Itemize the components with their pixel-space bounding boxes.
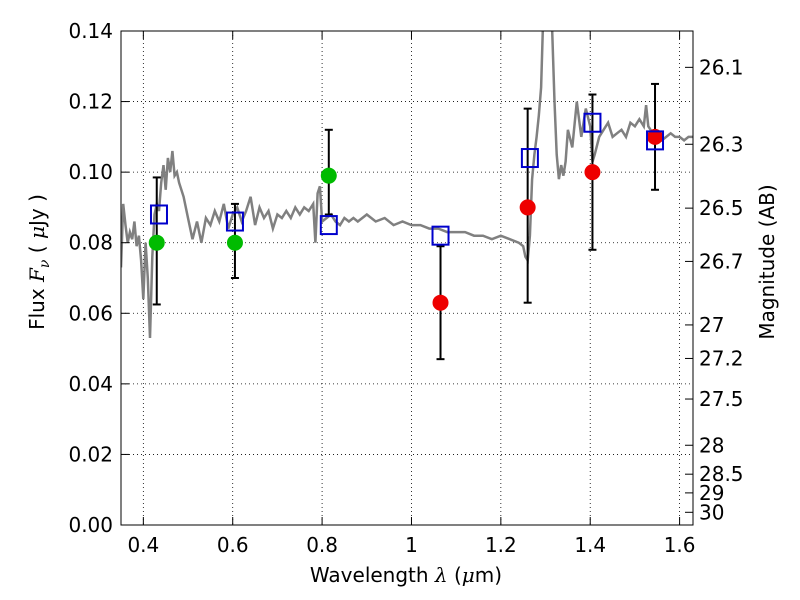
- x-tick-label: 1.2: [485, 533, 517, 557]
- red-data-point: [519, 199, 536, 216]
- y2-tick-label: 26.5: [699, 196, 744, 220]
- y2-tick-label: 26.1: [699, 55, 744, 79]
- x-tick-label: 0.8: [306, 533, 338, 557]
- y2-tick-label: 28: [699, 433, 724, 457]
- model-square-marker: [520, 148, 539, 169]
- y2-tick-label: 26.3: [699, 132, 744, 156]
- x-axis-label: Wavelength λ (μm): [310, 563, 502, 587]
- x-tick-label: 0.6: [217, 533, 249, 557]
- y2-tick-label: 27: [699, 313, 724, 337]
- model-square-marker: [319, 215, 338, 236]
- green-data-point: [226, 234, 243, 251]
- y-tick-label: 0.10: [68, 160, 113, 184]
- y2-tick-label: 27.5: [699, 387, 744, 411]
- x-tick-label: 1.4: [574, 533, 606, 557]
- y2-tick-label: 26.7: [699, 249, 744, 273]
- data-markers: [148, 112, 665, 311]
- plot-data: [121, 31, 693, 361]
- y2-axis-label: Magnitude (AB): [755, 184, 779, 339]
- model-square-marker: [583, 112, 602, 133]
- y-tick-label: 0.08: [68, 231, 113, 255]
- red-data-point: [584, 164, 601, 181]
- y-tick-label: 0.00: [68, 513, 113, 537]
- x-tick-labels: 0.4 0.6 0.8 1 1.2 1.4 1.6: [127, 533, 695, 557]
- axes-frame: [120, 30, 694, 526]
- tick-marks: [121, 30, 693, 526]
- x-tick-label: 0.4: [127, 533, 159, 557]
- y2-tick-label: 28.5: [699, 462, 744, 486]
- y-tick-label: 0.14: [68, 19, 113, 43]
- y-tick-label: 0.02: [68, 442, 113, 466]
- y2-tick-label: 30: [699, 500, 724, 524]
- y-tick-labels: 0.00 0.02 0.04 0.06 0.08 0.10 0.12 0.14: [68, 19, 113, 537]
- model-square-marker: [225, 211, 244, 232]
- x-tick-label: 1.6: [664, 533, 696, 557]
- y2-tick-label: 29: [699, 481, 724, 505]
- x-tick-label: 1: [405, 533, 418, 557]
- y2-tick-label: 27.2: [699, 346, 744, 370]
- model-square-marker: [431, 225, 450, 246]
- model-square-marker: [646, 130, 665, 151]
- y-tick-label: 0.12: [68, 90, 113, 114]
- green-data-point: [320, 167, 337, 184]
- green-data-point: [148, 234, 165, 251]
- sed-spectrum-line: [121, 31, 693, 339]
- y-tick-label: 0.06: [68, 301, 113, 325]
- red-data-point: [432, 294, 449, 311]
- y-tick-label: 0.04: [68, 372, 113, 396]
- model-square-marker: [149, 204, 168, 225]
- y-axis-label: Flux Fν ( μJy ): [25, 194, 53, 330]
